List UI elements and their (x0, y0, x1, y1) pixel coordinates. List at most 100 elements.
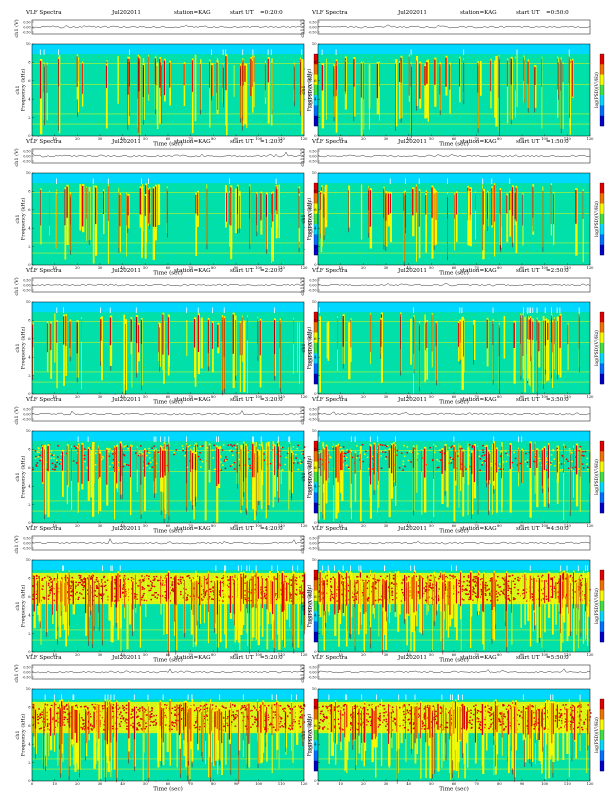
spectrogram-band-red (586, 463, 588, 465)
spectrogram-speckle (207, 255, 209, 257)
spectrogram-speckle (268, 324, 270, 326)
sferic-peak (266, 197, 267, 254)
spectrogram-speckle (491, 78, 493, 80)
spectrogram-speckle (214, 261, 216, 263)
spectrogram-speckle (156, 221, 158, 223)
spectrogram-speckle (251, 519, 253, 521)
spectrogram-speckle (91, 332, 93, 334)
spectrogram-speckle (294, 259, 296, 260)
spectrogram-band-red (50, 589, 52, 592)
spectrogram-band-red (173, 452, 175, 454)
sferic-peak (353, 61, 355, 122)
spectrogram-band-red (559, 469, 562, 471)
spectrogram-speckle (289, 94, 291, 96)
spectrogram-speckle (250, 257, 252, 258)
spectrogram-speckle (387, 109, 389, 110)
spectrogram-speckle (469, 89, 471, 90)
spectrogram-band-red (196, 445, 199, 447)
spectrogram-speckle (389, 58, 391, 60)
spectrogram-speckle (103, 608, 105, 610)
spectrogram-band-red (550, 462, 552, 464)
spectrogram-speckle (79, 128, 81, 130)
spectrogram-speckle (206, 212, 209, 214)
panel-date: Jul202011 (112, 10, 141, 16)
spectrogram-speckle (251, 349, 253, 350)
spectrogram-band-red (142, 578, 144, 581)
spectrogram-speckle (253, 220, 255, 221)
sferic-column (99, 451, 102, 511)
spectrogram-speckle (365, 254, 368, 256)
spectrogram-speckle (379, 383, 381, 385)
spectrogram-speckle (203, 243, 205, 245)
sferic-peak (120, 446, 121, 500)
sferic-column (426, 320, 428, 380)
spectrogram-band-red (78, 574, 80, 577)
sferic-core (550, 185, 552, 225)
sferic-core (410, 64, 412, 87)
x-tick-label: 80 (211, 266, 216, 270)
spectrogram-speckle (71, 77, 73, 79)
spectrogram-speckle (562, 359, 564, 361)
spectrogram-speckle (193, 101, 195, 102)
spectrogram-speckle (561, 519, 563, 521)
sferic-core (194, 319, 196, 348)
spectrogram-band-red (229, 465, 232, 467)
spectrogram-speckle (555, 455, 557, 457)
sferic-core (298, 195, 300, 229)
spectrogram-speckle (212, 389, 214, 390)
spectrogram-speckle (331, 107, 333, 109)
spectrogram-speckle (451, 254, 454, 256)
spectrogram-speckle (504, 208, 506, 210)
spectrogram-band-red (96, 577, 98, 579)
spectrogram-band-red (348, 450, 350, 452)
spectrogram-speckle (403, 475, 405, 477)
y-tick-label: 8 (314, 319, 317, 323)
spectrogram-speckle (514, 465, 517, 467)
spectrogram-speckle (86, 632, 88, 634)
sferic-core (47, 446, 49, 472)
sferic-core (522, 315, 524, 356)
spectrogram-speckle (255, 374, 257, 376)
x-tick-label: 100 (541, 395, 549, 399)
spectrogram-speckle (481, 134, 483, 136)
spectrogram-band-red (394, 464, 396, 466)
spectrogram-speckle (118, 482, 120, 484)
sferic-overflow (536, 307, 538, 313)
voltage-axis-label: ch1 (V) (299, 148, 306, 166)
spectrogram-speckle (505, 456, 508, 458)
spectrogram-speckle (411, 462, 413, 463)
spectrogram-speckle (225, 262, 228, 264)
spectrogram-speckle (366, 120, 368, 122)
spectrogram-band-red (387, 445, 389, 447)
sferic-core (462, 451, 464, 478)
spectrogram-band-red (90, 591, 93, 594)
colorbar-segment (600, 193, 604, 204)
y-tick-label: 2 (28, 503, 30, 507)
spectrogram-speckle (179, 492, 181, 494)
spectrogram-speckle (244, 625, 246, 627)
x-tick-label: 0 (31, 266, 34, 270)
sferic-overflow (288, 436, 290, 442)
spectrogram-speckle (583, 380, 585, 381)
spectrogram-band-red (263, 453, 265, 455)
spectrogram-speckle (237, 65, 239, 67)
voltage-tick-label: 0.50 (23, 20, 30, 24)
sferic-core (399, 62, 400, 82)
spectrogram-speckle (501, 227, 503, 229)
spectrogram-band-red (34, 457, 37, 459)
spectrogram-band-red (297, 462, 299, 464)
spectrogram-speckle (147, 520, 149, 522)
x-tick-label: 80 (497, 395, 502, 399)
spectrogram-speckle (576, 391, 578, 393)
spectrogram-band-red (249, 467, 252, 469)
spectrogram-speckle (53, 202, 55, 204)
sferic-column (209, 59, 211, 128)
spectrogram-speckle (78, 346, 80, 348)
spectrogram-speckle (66, 85, 68, 86)
spectrogram-speckle (471, 314, 473, 316)
spectrogram-speckle (272, 363, 274, 364)
spectrogram-band-red (223, 460, 225, 462)
spectrogram-speckle (461, 483, 463, 484)
spectrogram-band-red (299, 591, 302, 594)
spectrogram-speckle (122, 68, 124, 69)
